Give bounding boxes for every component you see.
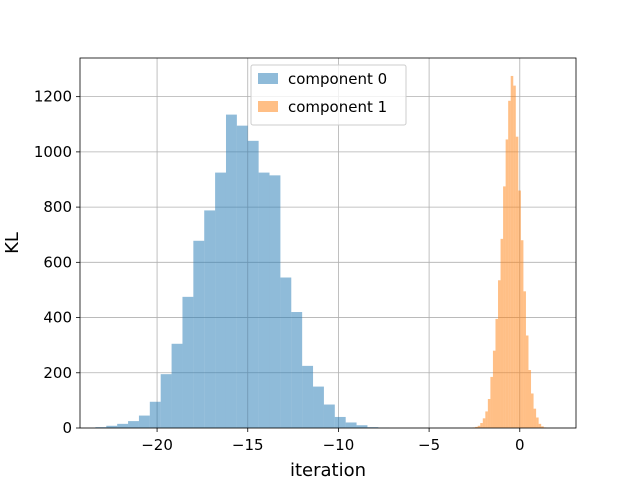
histogram-bar: [323, 404, 335, 428]
histogram-bar: [345, 422, 357, 428]
y-tick-label: 0: [62, 419, 72, 437]
histogram-bar: [367, 427, 379, 428]
histogram-bar: [518, 190, 521, 428]
histogram-bar: [138, 415, 150, 428]
histogram-bar: [302, 365, 314, 428]
histogram-bar: [498, 280, 501, 428]
legend-label-component-0: component 0: [288, 70, 387, 88]
x-tick-label: −15: [232, 436, 264, 454]
histogram-bar: [247, 140, 259, 428]
x-tick-label: −20: [141, 436, 173, 454]
histogram-bar: [536, 417, 539, 428]
histogram-bar: [525, 335, 529, 428]
histogram-bar: [510, 75, 514, 429]
legend: component 0 component 1: [250, 64, 407, 126]
histogram-bar: [258, 172, 270, 428]
histogram-bar: [531, 393, 534, 428]
y-tick-label: 800: [43, 198, 72, 216]
histogram-bar: [485, 411, 488, 428]
histogram-bar: [193, 240, 205, 428]
histogram-bar: [533, 408, 537, 428]
x-tick-label: −10: [323, 436, 355, 454]
series-1-bars: [472, 75, 547, 429]
histogram-bar: [313, 386, 324, 428]
histogram-bar: [480, 423, 483, 428]
histogram-bar: [475, 426, 478, 428]
histogram-bar: [215, 172, 226, 428]
histogram-bar: [495, 318, 499, 428]
legend-box: [250, 64, 407, 126]
histogram-bar: [492, 350, 496, 428]
legend-swatch-component-1: [258, 101, 278, 112]
histogram-bar: [236, 125, 248, 428]
legend-swatch-component-0: [258, 73, 278, 84]
histogram-bar: [520, 240, 524, 428]
histogram-bar: [523, 291, 526, 428]
histogram-bar: [160, 374, 172, 428]
x-axis-ticks: −20 −15 −10 −5 0: [141, 428, 525, 454]
histogram-bar: [500, 238, 504, 428]
x-tick-label: 0: [515, 436, 525, 454]
histogram-bar: [334, 416, 346, 428]
histogram-bar: [225, 114, 237, 428]
histogram-bar: [477, 425, 481, 428]
histogram-bar: [505, 139, 509, 428]
histogram-bar: [171, 343, 183, 428]
y-tick-label: 400: [43, 309, 72, 327]
histogram-bar: [515, 136, 519, 428]
histogram-bar: [541, 426, 544, 428]
histogram-bar: [182, 296, 194, 428]
histogram-bar: [269, 175, 281, 428]
x-tick-label: −5: [418, 436, 440, 454]
histogram-bar: [149, 401, 161, 428]
y-tick-label: 600: [43, 253, 72, 271]
histogram-bar: [528, 370, 532, 428]
histogram-bar: [204, 210, 216, 428]
histogram-bar: [291, 312, 303, 428]
histogram-bar: [513, 85, 516, 428]
histogram-bar: [95, 427, 107, 428]
histogram-bar: [106, 425, 118, 428]
histogram-bar: [508, 100, 511, 428]
y-tick-label: 1200: [34, 88, 72, 106]
histogram-bars: [95, 75, 547, 429]
histogram-bar: [482, 418, 486, 428]
x-axis-label: iteration: [290, 460, 366, 480]
histogram-bar: [490, 376, 493, 428]
y-tick-label: 200: [43, 364, 72, 382]
histogram-bar: [503, 186, 506, 428]
histogram-bar: [487, 399, 491, 428]
legend-label-component-1: component 1: [288, 98, 387, 116]
y-tick-label: 1000: [34, 143, 72, 161]
histogram-bar: [280, 277, 292, 428]
histogram-bar: [538, 423, 542, 428]
series-0-bars: [95, 114, 390, 428]
histogram-bar: [356, 425, 368, 428]
y-axis-ticks: 0 200 400 600 800 1000 1200: [34, 88, 80, 437]
plot-frame: [79, 57, 577, 429]
histogram-bar: [128, 421, 139, 428]
histogram-bar: [117, 423, 129, 428]
y-axis-label: KL: [2, 232, 23, 254]
